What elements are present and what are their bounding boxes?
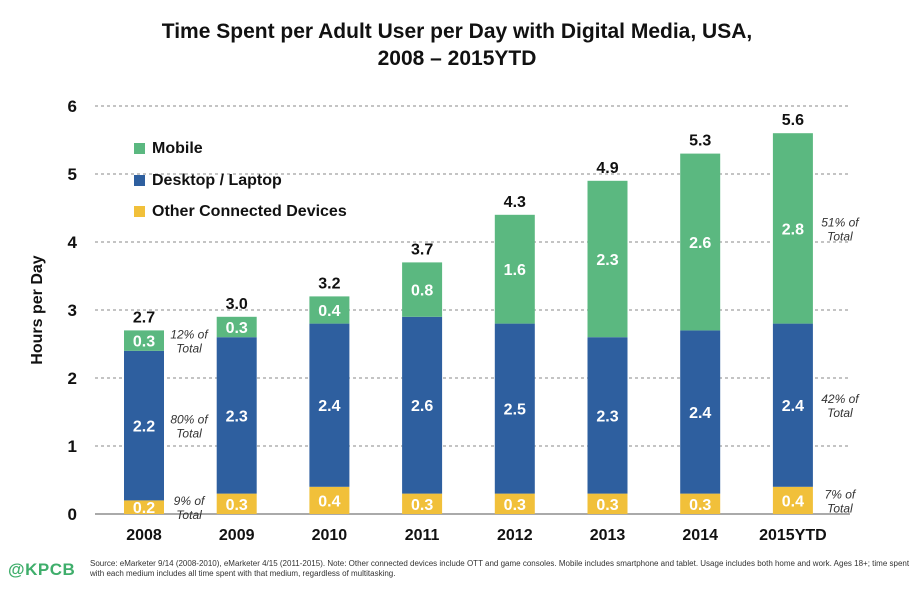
share-annotation: Total: [827, 501, 853, 515]
share-annotation: Total: [827, 229, 853, 243]
legend-label: Desktop / Laptop: [152, 172, 282, 189]
share-annotation: 42% of: [821, 392, 860, 406]
bar-segment: [680, 153, 721, 331]
footer: @KPCB Source: eMarketer 9/14 (2008-2010)…: [8, 556, 910, 586]
bar-segment: [124, 500, 164, 514]
bar-segment: [402, 493, 443, 514]
legend-label: Mobile: [152, 140, 203, 157]
bar-value-label: 2.4: [689, 405, 711, 422]
bar-value-label: 2.8: [782, 221, 804, 238]
share-annotation: Total: [827, 406, 853, 420]
x-tick-label: 2010: [312, 527, 348, 544]
bar-segment: [124, 330, 164, 351]
stacked-bar-chart: 0 1 2 3 4 5 6 Hours per Day 0.2 2.2 0.3 2.7 2008 0.3 2…: [29, 97, 860, 544]
bar-value-label: 2.2: [133, 419, 155, 436]
chart-title: Time Spent per Adult User per Day with D…: [0, 18, 914, 72]
bar-value-label: 2.6: [411, 398, 433, 415]
chart-title-line-2: 2008 – 2015YTD: [377, 47, 537, 70]
source-note: Source: eMarketer 9/14 (2008-2010), eMar…: [90, 559, 910, 578]
x-tick-label: 2009: [219, 527, 255, 544]
bar-value-label: 0.3: [596, 497, 618, 514]
bar-segment: [772, 133, 813, 324]
bar-total-label: 5.3: [689, 133, 711, 150]
share-annotation: 9% of: [174, 494, 206, 508]
bar-value-label: 0.3: [226, 497, 248, 514]
bar-segment: [216, 337, 257, 494]
bar-value-label: 1.6: [504, 262, 526, 279]
bar-value-label: 0.3: [689, 497, 711, 514]
bar-segment: [494, 214, 535, 324]
bar-total-label: 3.2: [318, 275, 340, 292]
bar-value-label: 2.3: [596, 408, 618, 425]
bar-segment: [216, 316, 257, 338]
bar-value-label: 0.4: [782, 493, 804, 510]
bar-segment: [216, 493, 257, 514]
bar-total-label: 3.7: [411, 241, 433, 258]
bar-segment: [309, 296, 350, 324]
bar-segment: [587, 180, 628, 338]
share-annotation: 7% of: [825, 487, 857, 501]
y-tick-label: 0: [68, 505, 77, 524]
share-annotation: 51% of: [821, 215, 860, 229]
y-tick-label: 2: [68, 369, 77, 388]
bar-segment: [680, 330, 721, 494]
share-annotation: Total: [176, 427, 202, 441]
bar-segment: [680, 493, 721, 514]
bar-value-label: 0.2: [133, 500, 155, 517]
bar-segment: [402, 316, 443, 494]
bar-value-label: 0.3: [411, 497, 433, 514]
share-annotation: 12% of: [170, 328, 209, 342]
bar-value-label: 2.4: [782, 398, 804, 415]
bar-value-label: 2.5: [504, 402, 526, 419]
bar-segment: [494, 493, 535, 514]
bar-total-label: 2.7: [133, 309, 155, 326]
bar-segment: [309, 323, 350, 487]
y-tick-label: 6: [68, 97, 77, 116]
bar-value-label: 2.3: [226, 408, 248, 425]
x-tick-label: 2014: [682, 527, 718, 544]
legend-label: Other Connected Devices: [152, 203, 347, 220]
legend-swatch: [134, 206, 145, 217]
bar-value-label: 0.4: [318, 303, 340, 320]
bar-total-label: 4.9: [596, 160, 618, 177]
bar-total-label: 5.6: [782, 112, 804, 129]
bar-total-label: 4.3: [504, 194, 526, 211]
share-annotation: 80% of: [170, 413, 209, 427]
kpcb-logo: @KPCB: [8, 560, 76, 579]
x-tick-label: 2012: [497, 527, 533, 544]
bar-value-label: 2.6: [689, 235, 711, 252]
bar-segment: [494, 323, 535, 494]
bar-total-label: 3.0: [226, 296, 248, 313]
bar-segment: [402, 262, 443, 317]
share-annotation: Total: [176, 342, 202, 356]
bar-value-label: 2.4: [318, 398, 340, 415]
bar-value-label: 0.4: [318, 493, 340, 510]
bar-value-label: 0.3: [504, 497, 526, 514]
bar-segment: [772, 486, 813, 514]
bar-segment: [587, 337, 628, 494]
bar-segment: [124, 350, 164, 501]
y-tick-label: 1: [68, 437, 77, 456]
bar-value-label: 2.3: [596, 252, 618, 269]
chart-title-line-1: Time Spent per Adult User per Day with D…: [161, 20, 753, 43]
bar-segment: [772, 323, 813, 487]
legend-swatch: [134, 143, 145, 154]
bar-segment: [587, 493, 628, 514]
legend-swatch: [134, 175, 145, 186]
x-tick-label: 2015YTD: [759, 527, 827, 544]
x-tick-label: 2013: [590, 527, 626, 544]
bar-value-label: 0.3: [133, 334, 155, 351]
y-tick-label: 5: [68, 165, 77, 184]
y-tick-label: 4: [68, 233, 78, 252]
y-axis-label: Hours per Day: [29, 255, 46, 364]
x-tick-label: 2011: [405, 527, 440, 544]
share-annotation: Total: [176, 508, 202, 522]
bar-segment: [309, 486, 350, 514]
x-tick-label: 2008: [126, 527, 162, 544]
bar-value-label: 0.8: [411, 283, 433, 300]
y-tick-label: 3: [68, 301, 77, 320]
bar-value-label: 0.3: [226, 320, 248, 337]
